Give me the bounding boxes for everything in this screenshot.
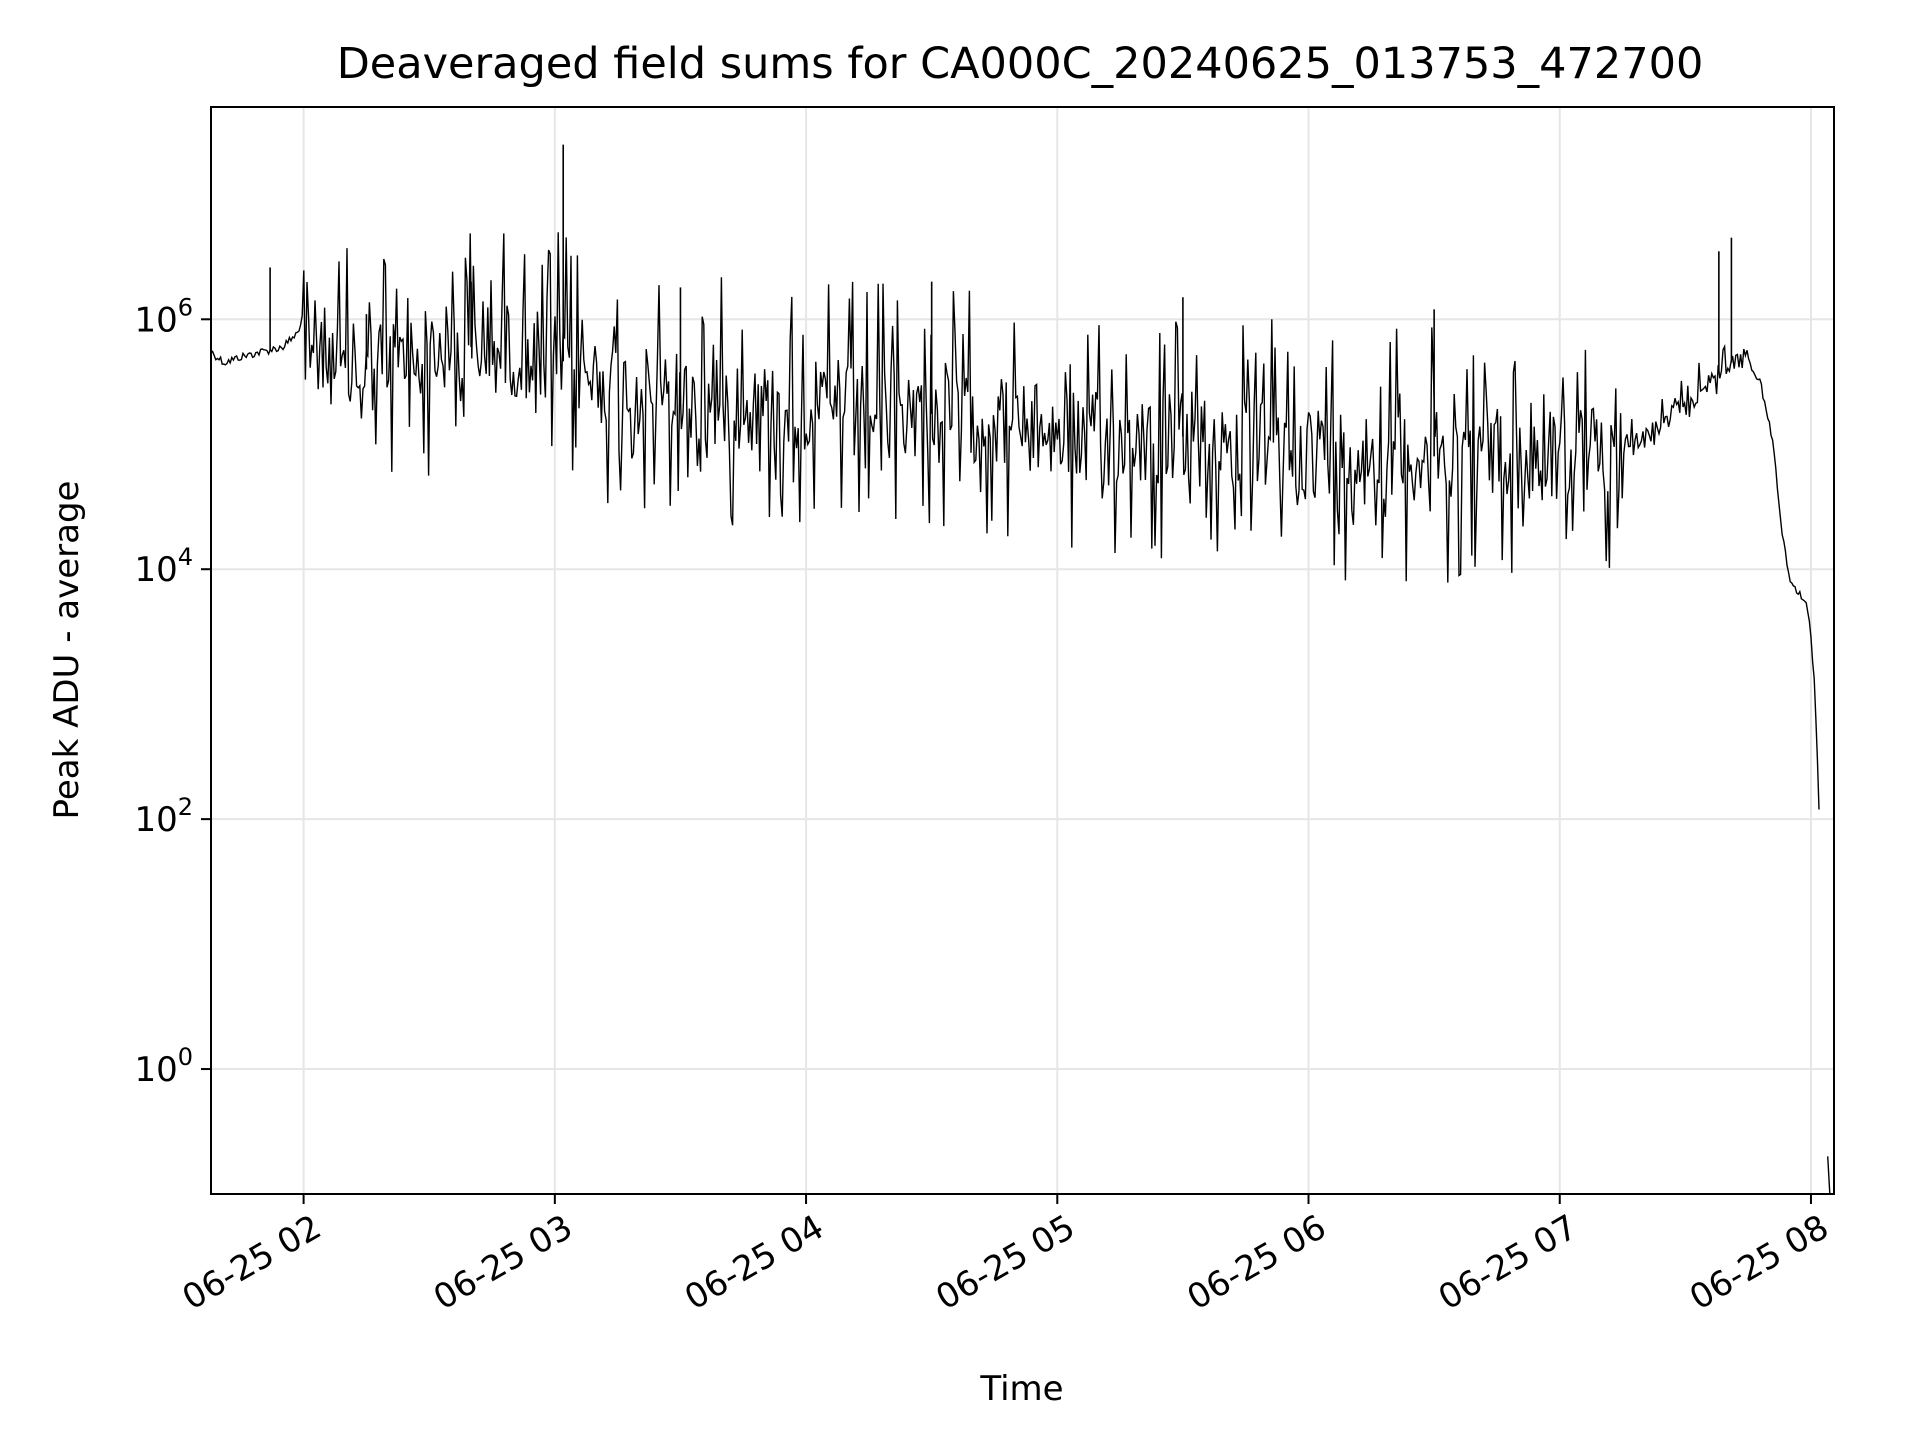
y-tick-label-exponent: 4 [178, 543, 193, 571]
y-tick-label-exponent: 2 [178, 793, 193, 821]
x-tick-label: 06-25 06 [1181, 1207, 1333, 1318]
chart-title: Deaveraged field sums for CA000C_2024062… [337, 39, 1704, 89]
x-axis-label: Time [979, 1369, 1063, 1409]
y-tick-label: 100 [134, 1043, 193, 1090]
grid [211, 107, 1834, 1194]
y-tick-label-base: 10 [134, 300, 177, 340]
x-tick-label: 06-25 08 [1683, 1207, 1835, 1318]
x-tick-label: 06-25 02 [176, 1207, 328, 1318]
y-tick-label: 102 [134, 793, 193, 840]
x-tick-label: 06-25 07 [1432, 1207, 1584, 1318]
plot-frame [210, 106, 1835, 1195]
y-tick-label: 104 [134, 543, 193, 590]
y-axis-label: Peak ADU - average [47, 481, 87, 820]
y-tick-label-base: 10 [134, 1050, 177, 1090]
y-tick-label-base: 10 [134, 550, 177, 590]
y-tick-label-exponent: 6 [178, 293, 193, 321]
x-tick-label: 06-25 03 [427, 1207, 579, 1318]
series-layer [210, 144, 1831, 1195]
y-tick-label: 106 [134, 293, 193, 340]
x-tick-label: 06-25 04 [678, 1207, 830, 1318]
series-line [210, 232, 1820, 810]
series-drop [1827, 1156, 1831, 1195]
x-tick-label: 06-25 05 [929, 1207, 1081, 1318]
y-tick-label-exponent: 0 [178, 1043, 193, 1071]
y-tick-label-base: 10 [134, 800, 177, 840]
